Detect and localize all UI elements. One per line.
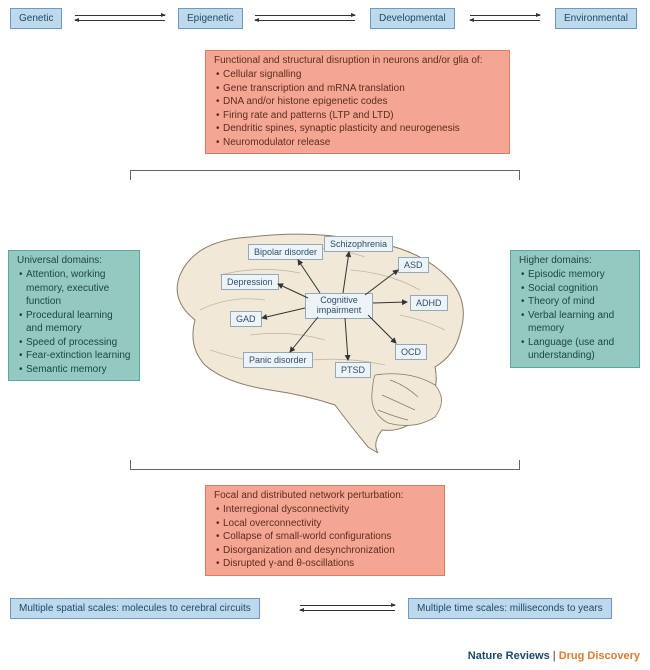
disorder-schizophrenia: Schizophrenia — [324, 236, 393, 252]
disorder-bipolar: Bipolar disorder — [248, 244, 323, 260]
disorder-panic: Panic disorder — [243, 352, 313, 368]
disorder-asd: ASD — [398, 257, 429, 273]
spatial-scales-box: Multiple spatial scales: molecules to ce… — [10, 598, 260, 619]
bracket-bottom — [130, 460, 520, 470]
bracket-top — [130, 170, 520, 180]
universal-title: Universal domains: — [17, 255, 131, 266]
factor-environmental: Environmental — [555, 8, 637, 29]
disorder-ocd: OCD — [395, 344, 427, 360]
time-scales-box: Multiple time scales: milliseconds to ye… — [408, 598, 612, 619]
credit-line: Nature Reviews | Drug Discovery — [468, 650, 640, 662]
higher-list: Episodic memory Social cognition Theory … — [519, 268, 631, 363]
disorder-ptsd: PTSD — [335, 362, 371, 378]
factor-genetic: Genetic — [10, 8, 62, 29]
credit-journal: Nature Reviews — [468, 650, 550, 662]
credit-section: Drug Discovery — [559, 650, 640, 662]
disruption-list: Cellular signalling Gene transcription a… — [214, 68, 501, 149]
perturbation-title: Focal and distributed network perturbati… — [214, 490, 436, 501]
disruption-title: Functional and structural disruption in … — [214, 55, 501, 66]
disorder-depression: Depression — [221, 274, 279, 290]
disruption-box: Functional and structural disruption in … — [205, 50, 510, 154]
higher-title: Higher domains: — [519, 255, 631, 266]
universal-list: Attention, working memory, executive fun… — [17, 268, 131, 376]
disorder-adhd: ADHD — [410, 295, 448, 311]
perturbation-list: Interregional dysconnectivity Local over… — [214, 503, 436, 571]
higher-domains-box: Higher domains: Episodic memory Social c… — [510, 250, 640, 368]
disorder-gad: GAD — [230, 311, 262, 327]
perturbation-box: Focal and distributed network perturbati… — [205, 485, 445, 576]
universal-domains-box: Universal domains: Attention, working me… — [8, 250, 140, 381]
factor-developmental: Developmental — [370, 8, 455, 29]
cognitive-impairment-box: Cognitive impairment — [305, 293, 373, 319]
factor-epigenetic: Epigenetic — [178, 8, 243, 29]
